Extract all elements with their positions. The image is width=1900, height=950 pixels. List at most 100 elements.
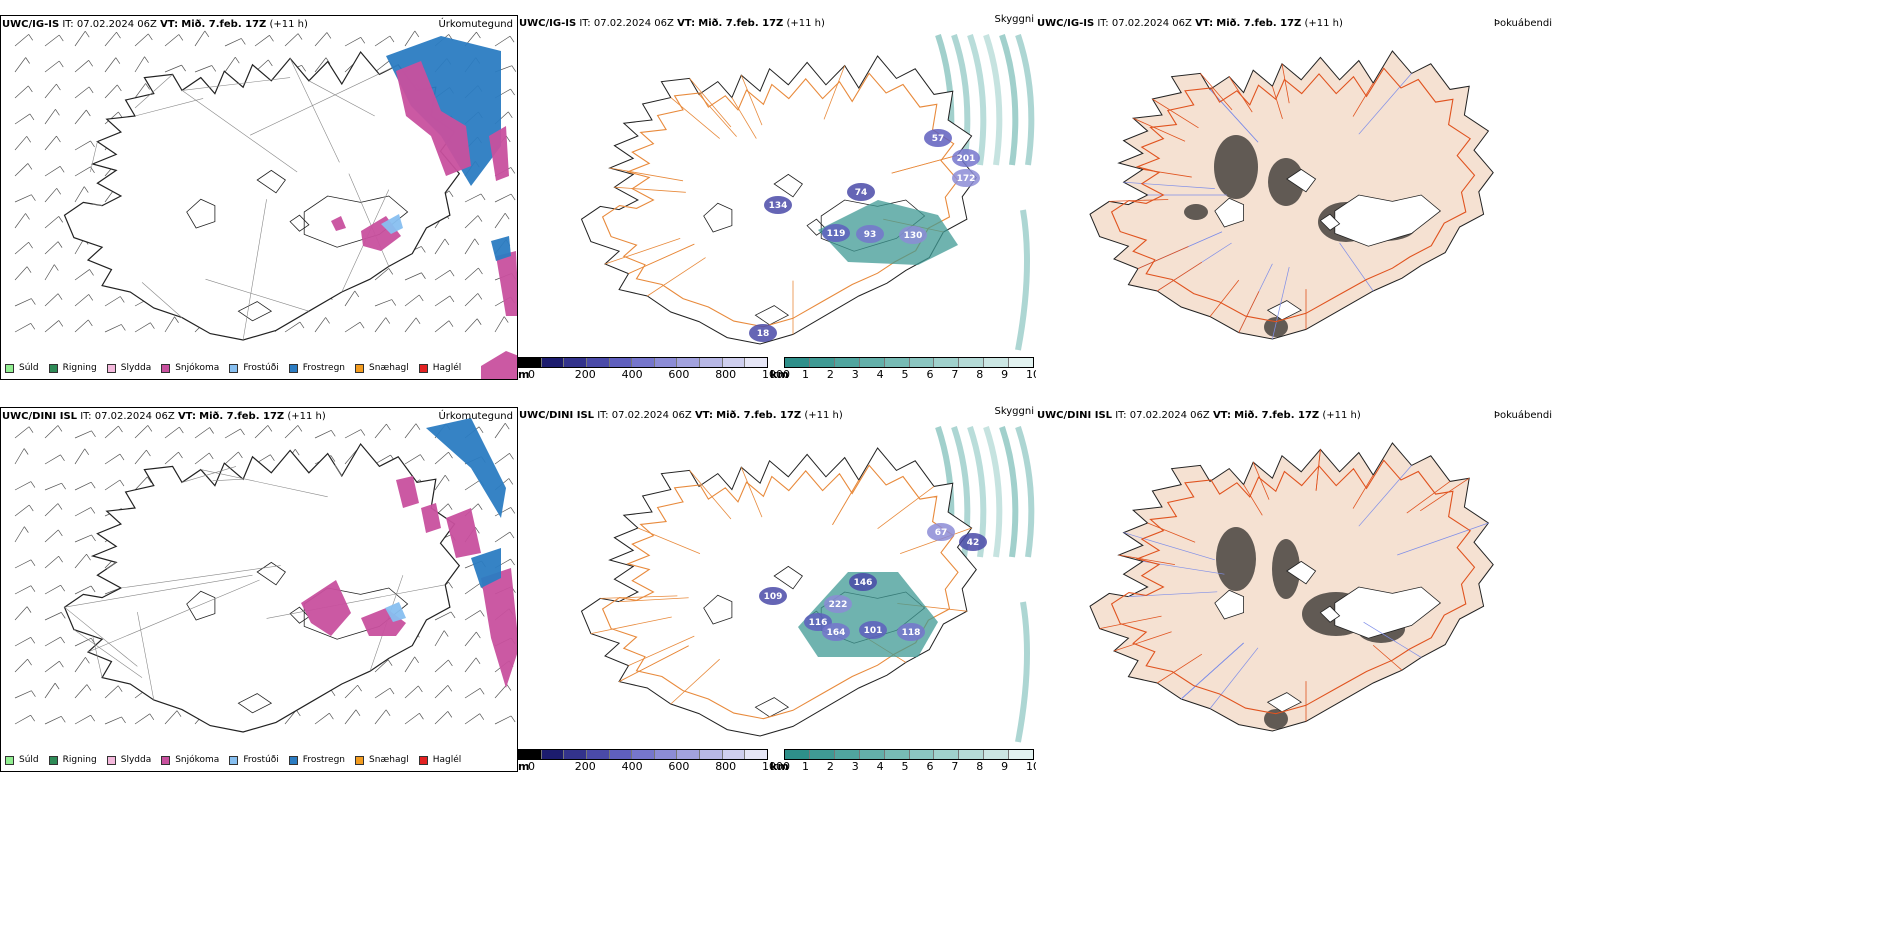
road: [891, 154, 958, 174]
legend-item: Frostregn: [288, 363, 345, 373]
colorbar-segment: [884, 750, 910, 759]
wind-barb-flag: [447, 685, 453, 692]
wind-barb-flag: [90, 140, 95, 148]
wind-barb: [74, 657, 86, 673]
wind-barb: [14, 658, 28, 673]
precip-area: [491, 236, 511, 261]
wind-barb-flag: [86, 684, 92, 691]
wind-barb-flag: [56, 83, 61, 91]
wind-barb: [464, 713, 480, 725]
ceiling-area: [856, 225, 884, 243]
ring-road: [601, 72, 959, 328]
wind-barb-flag: [449, 270, 455, 277]
colorbar-segment: [959, 358, 985, 367]
wind-barb-flag: [61, 612, 66, 619]
wind-barb-flag: [330, 455, 336, 462]
visibility-streak: [999, 426, 1019, 558]
legend-item: Snæhagl: [355, 363, 409, 373]
wind-barb: [44, 529, 59, 543]
wind-barb: [134, 56, 145, 73]
wind-barb-flag: [325, 317, 330, 324]
wind-barb: [494, 316, 505, 333]
wind-barb-flag: [55, 109, 60, 116]
colorbar-segment: [541, 358, 565, 367]
model-name: UWC/IG-IS: [519, 18, 577, 29]
glacier-outline: [237, 301, 273, 322]
wind-barb: [74, 637, 92, 647]
road: [1352, 82, 1374, 117]
wind-barb: [254, 35, 270, 47]
wind-barb: [74, 684, 88, 699]
wind-barb: [224, 451, 239, 465]
wind-barb: [344, 709, 357, 725]
wind-barb-flag: [447, 503, 453, 510]
wind-barb-flag: [443, 630, 449, 637]
road: [832, 479, 860, 526]
vt-value: Mið. 7.feb. 17Z: [716, 410, 802, 421]
ceiling-colorbar: [518, 357, 768, 368]
wind-barb-flag: [418, 294, 424, 302]
wind-barb-flag: [391, 299, 397, 306]
wind-barb: [434, 320, 450, 333]
colorbar-segment: [785, 750, 810, 759]
visibility-ticks: km 1 2 3 4 5 6 7 8 9 10: [770, 368, 1036, 382]
road: [250, 64, 399, 136]
wind-barb-flag: [116, 31, 121, 39]
wind-barb: [74, 109, 87, 125]
colorbar-tick: 4: [876, 368, 884, 381]
wind-barb: [314, 712, 330, 725]
wind-barb-flag: [330, 689, 336, 696]
colorbar-tick: 6: [926, 368, 934, 381]
precip-area: [489, 126, 509, 181]
wind-barb-flag: [58, 556, 63, 563]
wind-barb-flag: [91, 430, 96, 437]
wind-barb-flag: [476, 631, 481, 639]
wind-barb-flag: [476, 318, 482, 325]
wind-barb: [14, 213, 26, 229]
wind-barb: [464, 293, 479, 307]
wind-barb-flag: [30, 481, 36, 488]
legend-item: Frostúði: [229, 363, 279, 373]
legend-swatch: [229, 755, 239, 765]
wind-barb-flag: [25, 57, 30, 64]
wind-barb-flag: [449, 295, 455, 303]
road: [1238, 291, 1260, 333]
legend-label: Snjókoma: [175, 363, 220, 373]
visibility-area: [818, 200, 958, 265]
ceiling-value: 18: [757, 329, 770, 339]
wind-barb-flag: [145, 83, 150, 90]
wind-barb-flag: [415, 423, 421, 430]
road: [1133, 117, 1186, 142]
colorbar-segment: [909, 750, 935, 759]
wind-barb: [374, 454, 391, 465]
road: [900, 527, 972, 554]
ceiling-value: 42: [967, 538, 980, 548]
wind-barb: [314, 429, 332, 439]
ceiling-area: [849, 573, 877, 591]
colorbar-tick: 1000: [762, 760, 790, 773]
road: [87, 579, 260, 653]
vt-label: VT:: [1212, 410, 1231, 421]
wind-barb: [44, 166, 61, 177]
wind-barb-flag: [115, 57, 121, 64]
river: [1123, 532, 1215, 561]
glacier-outline: [773, 173, 803, 198]
road: [670, 658, 720, 705]
road: [1281, 63, 1290, 104]
wind-barb: [74, 60, 89, 73]
road: [740, 467, 763, 518]
colorbar-tick: 4: [876, 760, 884, 773]
wind-barb: [14, 714, 31, 725]
glacier-outline: [256, 561, 286, 586]
wind-barb-flag: [330, 430, 336, 437]
wind-barb-flag: [57, 425, 63, 432]
wind-barb: [464, 193, 482, 203]
precip-area: [426, 418, 506, 518]
wind-barb: [194, 65, 212, 73]
wind-barb: [74, 714, 91, 725]
ceiling-area: [847, 183, 875, 201]
wind-barb: [104, 296, 121, 307]
wind-barb-flag: [119, 296, 125, 303]
road: [308, 80, 375, 117]
wind-barb: [104, 425, 119, 439]
